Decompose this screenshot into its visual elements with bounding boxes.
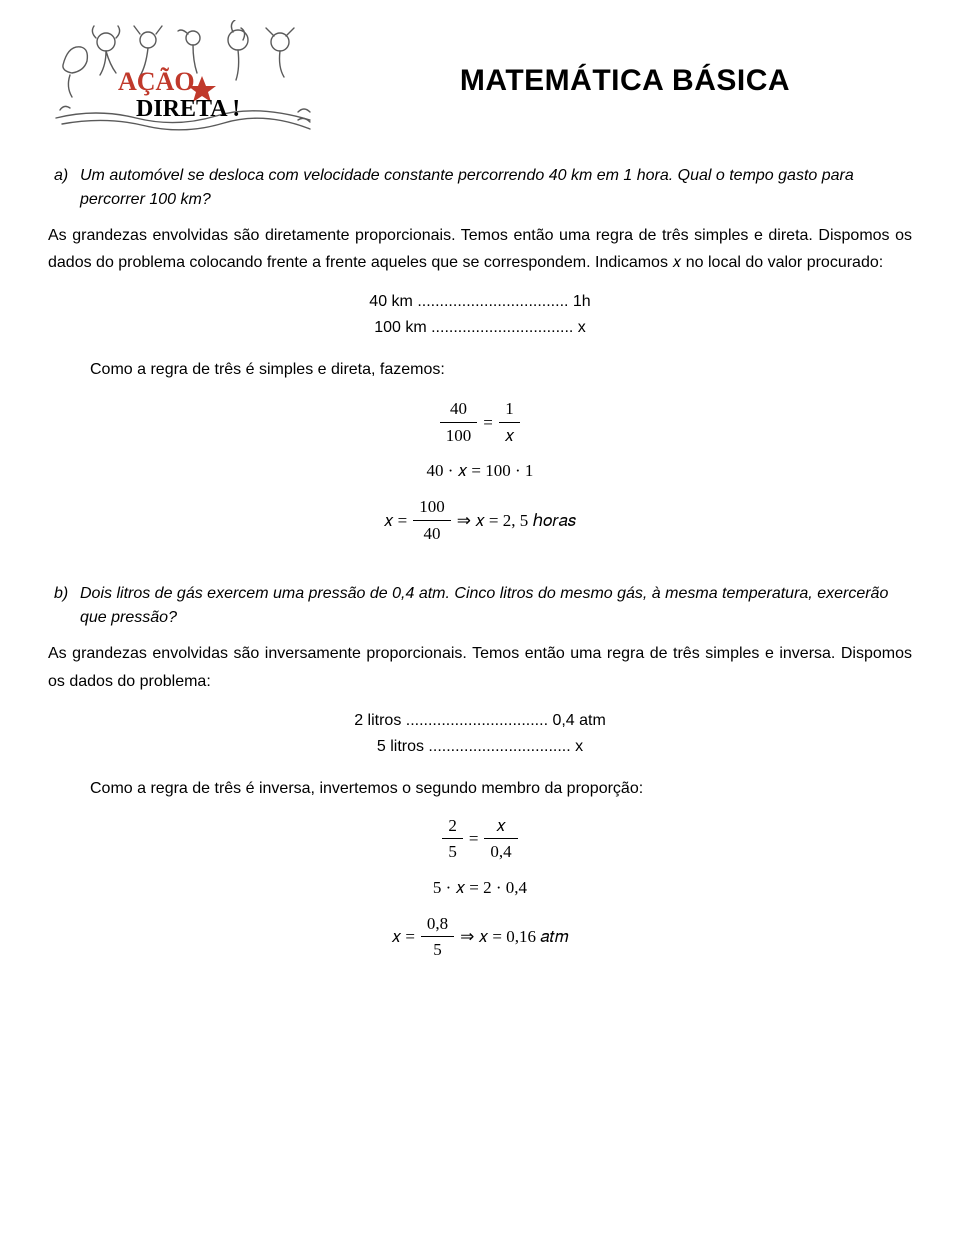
data-line: 40 km ..................................… [48, 290, 912, 314]
math-lhs: 𝑥 = [384, 508, 407, 534]
item-b-equation-3: 𝑥 = 0,85 ⇒ 𝑥 = 0,16 𝑎𝑡𝑚 [48, 911, 912, 963]
data-line: 2 litros ...............................… [48, 709, 912, 733]
item-a-marker: a) [48, 164, 80, 212]
math-num: 0,8 [421, 911, 454, 937]
item-b: b) Dois litros de gás exercem uma pressã… [48, 582, 912, 630]
item-a-question: Um automóvel se desloca com velocidade c… [80, 164, 912, 212]
logo: AÇÃO DIRETA ! [48, 20, 318, 140]
item-b-equation-1: 25 = 𝑥0,4 [48, 813, 912, 865]
page-title: MATEMÁTICA BÁSICA [338, 58, 912, 103]
math-num: 𝑥 [484, 813, 517, 839]
logo-text-top: AÇÃO [118, 67, 195, 96]
item-a-simple-line: Como a regra de três é simples e direta,… [90, 358, 912, 382]
item-a-equation-1: 40100 = 1𝑥 [48, 396, 912, 448]
math-line: 5 · 𝑥 = 2 · 0,4 [433, 878, 527, 897]
item-b-marker: b) [48, 582, 80, 630]
math-eq: = [483, 410, 493, 436]
item-a-data-lines: 40 km ..................................… [48, 290, 912, 340]
item-a: a) Um automóvel se desloca com velocidad… [48, 164, 912, 212]
math-den: 5 [442, 838, 463, 865]
math-lhs: 𝑥 = [392, 924, 415, 950]
math-eq: = [469, 826, 479, 852]
math-den: 5 [421, 936, 454, 963]
logo-sketch-icon: AÇÃO DIRETA ! [48, 20, 318, 140]
data-line: 100 km ................................ … [48, 316, 912, 340]
math-num: 2 [442, 813, 463, 839]
math-result: ⇒ 𝑥 = 0,16 𝑎𝑡𝑚 [460, 924, 568, 950]
item-b-data-lines: 2 litros ...............................… [48, 709, 912, 759]
math-num: 100 [413, 494, 451, 520]
math-line: 40 · 𝑥 = 100 · 1 [427, 461, 534, 480]
item-b-question: Dois litros de gás exercem uma pressão d… [80, 582, 912, 630]
content: a) Um automóvel se desloca com velocidad… [48, 164, 912, 963]
item-a-explanation: As grandezas envolvidas são diretamente … [48, 222, 912, 276]
item-a-equation-2: 40 · 𝑥 = 100 · 1 [48, 458, 912, 484]
data-line: 5 litros ...............................… [48, 735, 912, 759]
header: AÇÃO DIRETA ! MATEMÁTICA BÁSICA [48, 20, 912, 140]
item-a-equation-3: 𝑥 = 10040 ⇒ 𝑥 = 2, 5 ℎ𝑜𝑟𝑎𝑠 [48, 494, 912, 546]
math-num: 1 [499, 396, 520, 422]
math-den: 40 [413, 520, 451, 547]
math-den: 0,4 [484, 838, 517, 865]
math-den: 100 [440, 422, 478, 449]
math-den: 𝑥 [499, 422, 520, 449]
item-b-equation-2: 5 · 𝑥 = 2 · 0,4 [48, 875, 912, 901]
logo-text-bottom: DIRETA ! [136, 96, 240, 122]
math-num: 40 [440, 396, 478, 422]
math-result: ⇒ 𝑥 = 2, 5 ℎ𝑜𝑟𝑎𝑠 [457, 508, 576, 534]
item-b-invert-line: Como a regra de três é inversa, invertem… [90, 777, 912, 801]
item-b-explanation: As grandezas envolvidas são inversamente… [48, 640, 912, 694]
